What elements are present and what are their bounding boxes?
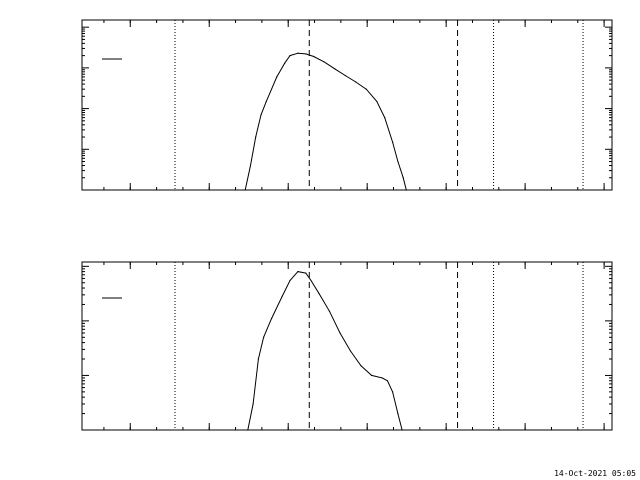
data-point bbox=[355, 81, 357, 83]
data-point bbox=[402, 177, 404, 179]
data-point bbox=[328, 310, 331, 312]
data-point bbox=[263, 336, 265, 338]
data-point bbox=[281, 295, 283, 298]
data-point bbox=[257, 358, 259, 360]
data-point bbox=[255, 136, 257, 138]
generation-timestamp: 14-Oct-2021 05:05 bbox=[554, 469, 636, 478]
data-point bbox=[392, 391, 394, 393]
chart-panel-1 bbox=[81, 19, 613, 191]
series-line bbox=[244, 52, 407, 191]
data-point bbox=[265, 100, 267, 103]
data-point bbox=[276, 76, 278, 78]
data-point bbox=[360, 365, 362, 367]
data-point bbox=[313, 55, 315, 58]
x-axis bbox=[103, 20, 605, 190]
data-point bbox=[244, 189, 246, 191]
data-point bbox=[289, 279, 291, 282]
series-line bbox=[247, 271, 403, 431]
data-point bbox=[370, 374, 373, 377]
data-point bbox=[339, 332, 341, 334]
chart-panel-2 bbox=[81, 261, 613, 431]
data-point bbox=[289, 55, 291, 57]
data-point bbox=[397, 412, 399, 415]
data-point bbox=[249, 164, 252, 167]
data-point bbox=[297, 52, 299, 54]
data-point bbox=[305, 53, 307, 55]
event-markers bbox=[174, 262, 584, 430]
data-point bbox=[323, 61, 325, 63]
data-point bbox=[344, 74, 346, 77]
y-axis bbox=[82, 26, 612, 191]
data-point bbox=[386, 380, 388, 382]
data-point bbox=[376, 100, 378, 103]
data-point bbox=[381, 377, 383, 379]
plot-frame bbox=[81, 19, 613, 191]
data-point bbox=[405, 189, 407, 191]
data-point bbox=[397, 160, 399, 163]
data-point bbox=[392, 141, 394, 143]
y-axis bbox=[82, 265, 612, 431]
data-point bbox=[349, 350, 352, 352]
data-point bbox=[252, 403, 254, 405]
data-point bbox=[260, 114, 262, 116]
data-point bbox=[305, 272, 307, 274]
data-point bbox=[365, 88, 367, 90]
x-axis bbox=[103, 262, 605, 430]
data-point bbox=[310, 279, 312, 282]
data-point bbox=[318, 292, 320, 294]
data-point bbox=[284, 62, 286, 64]
data-point bbox=[401, 429, 403, 431]
data-point bbox=[247, 429, 249, 431]
data-point bbox=[297, 271, 299, 273]
plot-frame bbox=[81, 261, 613, 431]
event-markers bbox=[174, 20, 584, 190]
data-point bbox=[334, 68, 336, 70]
data-point bbox=[384, 117, 386, 119]
data-point bbox=[270, 318, 273, 320]
